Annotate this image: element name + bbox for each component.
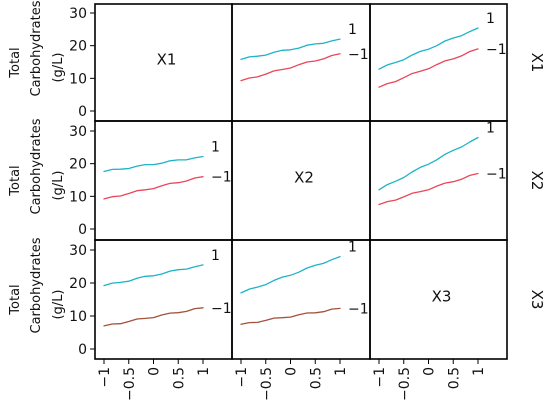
y-tick-label: 10 [69, 71, 87, 87]
y-axis-label-line3: (g/L) [51, 289, 66, 319]
row-factor-label-x2: X2 [528, 171, 546, 191]
x-tick-label: 0 [284, 367, 300, 376]
series-line-x3-low-vs-x1 [103, 307, 204, 327]
y-tick-label: 0 [78, 222, 87, 238]
level-label-high: 1 [348, 240, 357, 256]
level-label-low: −1 [486, 42, 507, 58]
level-label-low: −1 [486, 166, 507, 182]
x-tick-label: 0.5 [171, 367, 187, 389]
diagonal-label-x1: X1 [157, 51, 177, 69]
y-axis-label-line1: Total [8, 165, 23, 196]
y-tick-label: 20 [69, 39, 87, 55]
series-line-x1-high-vs-x2 [240, 38, 341, 61]
x-tick-label: −1 [372, 367, 388, 388]
y-tick-label: 0 [78, 342, 87, 358]
y-axis-label-line2: Carbohydrates [29, 0, 44, 96]
level-label-low: −1 [348, 47, 369, 63]
row-factor-label-x3: X3 [528, 290, 546, 310]
level-label-high: 1 [348, 22, 357, 38]
level-label-high: 1 [486, 121, 495, 137]
diagonal-label-x3: X3 [432, 288, 452, 306]
level-label-low: −1 [211, 301, 232, 317]
series-line-x1-low-vs-x2 [240, 53, 341, 82]
panel-border-r2-c1 [231, 239, 371, 360]
y-tick-label: 30 [69, 6, 87, 22]
y-axis-label-line3: (g/L) [51, 52, 66, 82]
series-line-x1-low-vs-x3 [378, 48, 479, 88]
series-line-x3-low-vs-x2 [240, 307, 341, 325]
x-tick-label: 1 [471, 367, 487, 376]
series-line-x3-high-vs-x1 [103, 264, 204, 287]
x-tick-label: 0 [147, 367, 163, 376]
series-line-x2-low-vs-x3 [378, 172, 479, 206]
series-line-x2-high-vs-x1 [103, 155, 204, 173]
x-tick-label: 0 [422, 367, 438, 376]
panel-border-r2-c2 [369, 239, 508, 360]
y-tick-label: 10 [69, 189, 87, 205]
x-tick-label: 1 [196, 367, 212, 376]
level-label-low: −1 [348, 301, 369, 317]
y-tick-label: 10 [69, 309, 87, 325]
y-tick-label: 20 [69, 157, 87, 173]
x-tick-label: −1 [97, 367, 113, 388]
y-axis-label-line2: Carbohydrates [29, 118, 44, 214]
y-tick-label: 20 [69, 276, 87, 292]
x-tick-label: −0.5 [122, 367, 138, 401]
y-axis-label-line3: (g/L) [51, 170, 66, 200]
level-label-high: 1 [486, 11, 495, 27]
y-tick-label: 30 [69, 124, 87, 140]
series-line-x3-high-vs-x2 [240, 255, 341, 294]
level-label-high: 1 [211, 248, 220, 264]
y-tick-label: 30 [69, 243, 87, 259]
row-factor-label-x1: X1 [528, 53, 546, 73]
x-tick-label: −0.5 [259, 367, 275, 401]
x-tick-label: −1 [234, 367, 250, 388]
x-tick-label: 0.5 [446, 367, 462, 389]
series-line-x1-high-vs-x3 [378, 27, 479, 70]
x-tick-label: −0.5 [397, 367, 413, 401]
x-tick-label: 1 [333, 367, 349, 376]
level-label-low: −1 [211, 170, 232, 186]
y-axis-label-line1: Total [8, 47, 23, 78]
level-label-high: 1 [211, 139, 220, 155]
x-tick-label: 0.5 [308, 367, 324, 389]
y-tick-label: 0 [78, 104, 87, 120]
y-axis-label-line1: Total [8, 284, 23, 315]
diagonal-label-x2: X2 [294, 169, 314, 187]
series-line-x2-high-vs-x3 [378, 136, 479, 191]
y-axis-label-line2: Carbohydrates [29, 237, 44, 333]
series-line-x2-low-vs-x1 [103, 176, 204, 200]
